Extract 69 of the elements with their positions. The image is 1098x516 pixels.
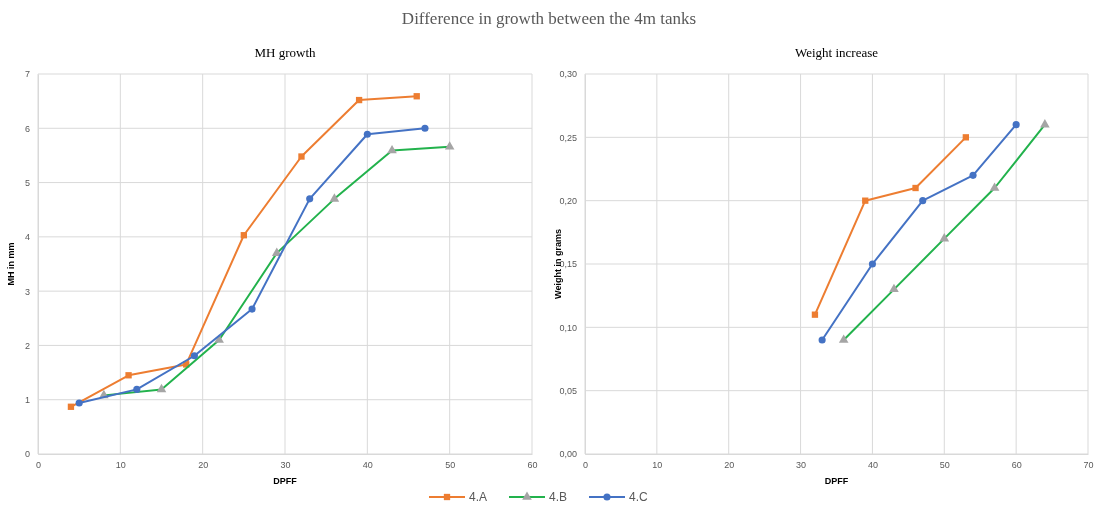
- x-tick-label: 40: [867, 460, 878, 471]
- point: [1040, 119, 1050, 128]
- point: [156, 383, 167, 393]
- point: [838, 334, 849, 343]
- x-tick-label: 50: [445, 460, 456, 471]
- text: Difference in growth between the 4m tanks: [401, 9, 697, 28]
- y-tick-label: 0,20: [559, 196, 577, 207]
- point: [962, 134, 970, 141]
- point: [248, 305, 256, 313]
- chart-title: MH growth: [254, 45, 317, 60]
- point: [413, 93, 420, 100]
- y-tick-label: 3: [24, 286, 30, 297]
- y-tick-label: 0,00: [559, 449, 577, 460]
- x-tick-label: 30: [796, 460, 807, 471]
- point: [363, 130, 371, 138]
- y-tick-label: 2: [24, 340, 30, 351]
- x-tick-label: 60: [527, 460, 538, 471]
- point: [912, 184, 919, 192]
- x-tick-label: 20: [724, 460, 735, 471]
- x-axis-title: DPFF: [273, 476, 298, 486]
- y-tick-label: 6: [24, 123, 30, 134]
- point: [355, 96, 363, 104]
- legend-label: 4.A: [469, 490, 488, 504]
- x-tick-label: 60: [1011, 460, 1022, 471]
- y-tick-label: 1: [24, 395, 30, 406]
- x-tick-label: 0: [582, 460, 589, 471]
- point: [329, 193, 340, 202]
- point: [444, 141, 455, 150]
- x-tick-label: 70: [1083, 460, 1094, 471]
- point: [868, 260, 876, 268]
- y-tick-label: 0: [24, 449, 30, 460]
- y-axis-title: MH in mm: [6, 242, 16, 286]
- point: [1012, 121, 1020, 129]
- point: [811, 311, 819, 318]
- x-tick-label: 50: [939, 460, 950, 471]
- point: [818, 336, 826, 344]
- point: [919, 197, 927, 205]
- point: [387, 144, 397, 154]
- x-axis-title: DPFF: [824, 476, 849, 486]
- point: [133, 385, 141, 393]
- point: [125, 372, 132, 379]
- point: [75, 399, 83, 407]
- x-tick-label: 30: [280, 460, 291, 471]
- point: [862, 197, 869, 204]
- x-tick-label: 10: [652, 460, 663, 471]
- point: [889, 283, 899, 293]
- point: [969, 171, 977, 179]
- y-tick-label: 4: [24, 232, 30, 243]
- y-tick-label: 0,25: [559, 132, 577, 143]
- point: [939, 233, 950, 242]
- legend-label: 4.C: [629, 490, 649, 504]
- x-tick-label: 40: [362, 460, 373, 471]
- legend-label: 4.B: [549, 490, 568, 504]
- point: [306, 195, 314, 203]
- x-tick-label: 10: [115, 460, 126, 471]
- y-tick-label: 0,05: [559, 386, 577, 397]
- point: [421, 124, 429, 132]
- point: [67, 403, 75, 410]
- point: [190, 352, 198, 360]
- point: [240, 232, 247, 239]
- chart-title: Weight increase: [794, 45, 879, 60]
- y-tick-label: 7: [24, 69, 30, 80]
- y-tick-label: 0,30: [559, 69, 577, 80]
- x-tick-label: 20: [198, 460, 209, 471]
- point: [989, 182, 1000, 191]
- point: [298, 153, 305, 160]
- y-tick-label: 5: [24, 177, 30, 188]
- x-tick-label: 0: [35, 460, 42, 471]
- y-tick-label: 0,10: [559, 322, 577, 333]
